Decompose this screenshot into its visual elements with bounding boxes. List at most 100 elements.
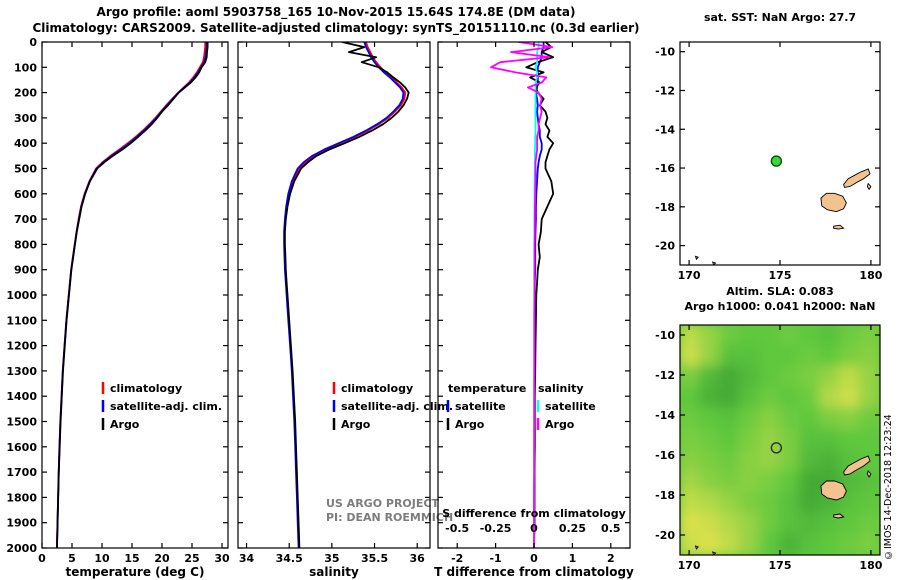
figure-title-line1: Argo profile: aoml 5903758_165 10-Nov-20…: [96, 5, 576, 19]
difference-profile-line-s-argo: [490, 42, 554, 548]
svg-text:34.5: 34.5: [276, 552, 303, 565]
svg-text:2: 2: [607, 552, 615, 565]
svg-text:0.5: 0.5: [601, 522, 621, 535]
svg-text:1700: 1700: [6, 466, 37, 479]
svg-text:30: 30: [214, 552, 230, 565]
svg-text:-14: -14: [655, 409, 675, 422]
islet-1-island: [694, 545, 699, 550]
temperature-profile: climatology satellite-adj. clim. Argo 0 5 10 1…: [6, 36, 230, 579]
svg-text:1600: 1600: [6, 441, 37, 454]
svg-text:satellite: satellite: [455, 400, 506, 413]
svg-text:-10: -10: [655, 329, 675, 342]
svg-text:36: 36: [410, 552, 426, 565]
sla-map-tick-labels: 170 175 180 -10 -12 -14 -16 -18 -20: [655, 329, 883, 572]
svg-text:200: 200: [14, 87, 37, 100]
us-argo-project-note: PI: DEAN ROEMMICH: [326, 511, 453, 524]
svg-text:-20: -20: [655, 529, 675, 542]
svg-text:Argo: Argo: [455, 418, 485, 431]
temperature-profile-xlabel: temperature (deg C): [66, 565, 205, 579]
difference-profile: S difference from climatology -0.5 -0.25 0 0…: [434, 41, 634, 579]
svg-text:1400: 1400: [6, 390, 37, 403]
islet-1-island: [694, 255, 699, 261]
location-map-axes: [679, 41, 881, 266]
sla-map: 170 175 180 -10 -12 -14 -16 -18 -20: [655, 324, 883, 572]
taveuni-island: [866, 182, 872, 191]
sla-map-float-marker: [770, 442, 783, 454]
svg-text:temperature: temperature: [448, 382, 526, 395]
svg-text:900: 900: [14, 264, 37, 277]
viti-levu-island: [820, 192, 847, 213]
svg-text:-12: -12: [655, 369, 675, 382]
svg-text:5: 5: [68, 552, 76, 565]
kadavu-island: [833, 513, 845, 519]
svg-text:-14: -14: [655, 123, 675, 136]
figure-title-line2: Climatology: CARS2009. Satellite-adjuste…: [32, 21, 640, 35]
svg-text:2000: 2000: [6, 542, 37, 555]
svg-text:700: 700: [14, 213, 37, 226]
islet-2-island: [712, 551, 717, 555]
difference-profile-legend: temperature satellite Argo salinity satellit…: [446, 382, 596, 431]
sla-map-axes: [679, 324, 881, 556]
salinity-profile-line-satellite-adj-clim-: [283, 42, 405, 548]
svg-text:15: 15: [124, 552, 139, 565]
svg-text:satellite-adj. clim.: satellite-adj. clim.: [341, 400, 453, 413]
svg-text:1: 1: [569, 552, 577, 565]
svg-text:-2: -2: [451, 552, 463, 565]
vanua-levu-island: [843, 168, 871, 188]
svg-text:salinity: salinity: [538, 382, 584, 395]
temperature-profile-line-argo: [56, 42, 209, 548]
temperature-profile-line-satellite-adj-clim-: [56, 42, 208, 548]
svg-text:-0.25: -0.25: [480, 522, 512, 535]
sla-field: [680, 325, 880, 555]
svg-text:25: 25: [184, 552, 199, 565]
svg-text:satellite-adj. clim.: satellite-adj. clim.: [110, 400, 222, 413]
svg-text:-1: -1: [489, 552, 501, 565]
svg-text:climatology: climatology: [110, 382, 182, 395]
us-argo-project-note: US ARGO PROJECT: [326, 497, 439, 510]
salinity-profile-tick-labels: 34 34.5 35 35.5 36: [239, 552, 425, 565]
difference-profile-xlabel: T difference from climatology: [434, 565, 634, 579]
temperature-profile-legend: climatology satellite-adj. clim. Argo: [101, 382, 222, 431]
vanua-levu-island: [843, 455, 871, 476]
salinity-profile-line-argo: [283, 42, 410, 548]
location-map-tick-labels: 170 175 180 -10 -12 -14 -16 -18 -20: [655, 46, 883, 282]
svg-text:1300: 1300: [6, 365, 37, 378]
svg-text:20: 20: [154, 552, 170, 565]
salinity-profile-xlabel: salinity: [309, 565, 359, 579]
kadavu-island: [833, 224, 845, 230]
svg-text:170: 170: [678, 269, 701, 282]
svg-text:1900: 1900: [6, 517, 37, 530]
svg-text:180: 180: [859, 559, 882, 572]
svg-text:500: 500: [14, 163, 37, 176]
svg-text:-10: -10: [655, 46, 675, 59]
difference-profile-axes: [437, 41, 631, 549]
svg-text:0: 0: [530, 522, 538, 535]
svg-text:-20: -20: [655, 240, 675, 253]
svg-text:1800: 1800: [6, 491, 37, 504]
svg-text:0: 0: [530, 552, 538, 565]
svg-text:100: 100: [14, 61, 37, 74]
salinity-profile-legend: climatology satellite-adj. clim. Argo: [332, 382, 453, 431]
svg-text:1100: 1100: [6, 314, 37, 327]
viti-levu-island: [820, 480, 847, 501]
svg-text:1200: 1200: [6, 340, 37, 353]
svg-text:-16: -16: [655, 449, 675, 462]
islet-2-island: [712, 261, 717, 265]
temperature-profile-axes: [41, 41, 229, 549]
svg-text:180: 180: [859, 269, 882, 282]
location-map-float-marker: [770, 155, 783, 167]
svg-text:800: 800: [14, 238, 37, 251]
svg-text:1000: 1000: [6, 289, 37, 302]
svg-text:satellite: satellite: [545, 400, 596, 413]
svg-text:climatology: climatology: [341, 382, 413, 395]
svg-text:0: 0: [38, 552, 46, 565]
svg-text:Argo: Argo: [341, 418, 371, 431]
sla-map-title-line2: Argo h1000: 0.041 h2000: NaN: [684, 300, 876, 313]
svg-text:0: 0: [29, 36, 37, 49]
salinity-profile-axes: [237, 41, 431, 549]
svg-text:35.5: 35.5: [361, 552, 388, 565]
svg-text:35: 35: [324, 552, 339, 565]
svg-text:175: 175: [769, 269, 792, 282]
